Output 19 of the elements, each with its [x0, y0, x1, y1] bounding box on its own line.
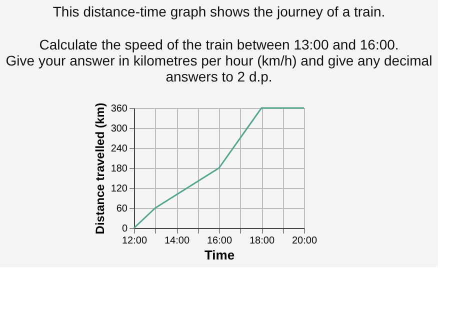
- text: Calculate the speed of the train between 13:00 and 16:00.: [39, 36, 399, 52]
- y-tick-label: 60: [116, 204, 128, 214]
- x-tick-label: 14:00: [164, 236, 190, 246]
- line-series: [133, 107, 305, 229]
- y-tick-label: 180: [110, 164, 128, 174]
- x-axis-title: Time: [204, 248, 235, 262]
- y-tick-label: 120: [110, 184, 128, 194]
- y-tick-label: 0: [122, 224, 128, 234]
- y-axis-title: Distance travelled (km): [92, 102, 107, 234]
- x-tick-label: 18:00: [249, 236, 275, 246]
- y-tick-label: 360: [110, 104, 128, 114]
- chart-title: This distance-time graph shows the journey of a train.: [52, 3, 386, 20]
- x-tick-label: 12:00: [122, 236, 148, 246]
- text: Give your answer in kilometres per hour (km/h) and give any decimal: [6, 52, 432, 68]
- x-tick-label: 20:00: [292, 236, 318, 246]
- text: answers to 2 d.p.: [166, 68, 272, 84]
- x-tick-label: 16:00: [206, 236, 232, 246]
- y-tick-label: 300: [110, 124, 128, 134]
- y-tick-label: 240: [110, 144, 128, 154]
